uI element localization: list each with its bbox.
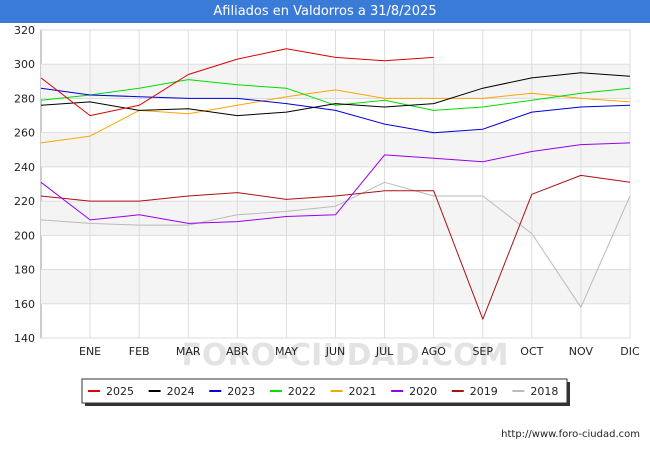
y-tick-label: 300	[14, 58, 35, 71]
series-lines	[40, 48, 631, 320]
x-tick-label: JUN	[325, 345, 346, 358]
x-tick-label: SEP	[472, 345, 493, 358]
chart-title: Afiliados en Valdorros a 31/8/2025	[0, 0, 650, 23]
x-tick-label: DIC	[620, 345, 640, 358]
legend-label-2023: 2023	[227, 385, 255, 398]
source-url: http://www.foro-ciudad.com	[501, 429, 640, 440]
legend-label-2018: 2018	[530, 385, 558, 398]
x-tick-label: ABR	[226, 345, 249, 358]
y-tick-label: 200	[14, 229, 35, 242]
watermark: FORO-CIUDAD.COM	[182, 338, 509, 373]
y-tick-label: 180	[14, 264, 35, 277]
x-tick-label: MAR	[176, 345, 201, 358]
grid-lines	[41, 29, 631, 339]
x-tick-label: AGO	[421, 345, 446, 358]
legend-label-2022: 2022	[288, 385, 316, 398]
series-line-2019	[40, 174, 631, 320]
x-tick-label: MAY	[275, 345, 298, 358]
y-tick-label: 160	[14, 298, 35, 311]
x-axis: ENE FEB MAR ABR MAY JUN JUL AGO SEP OCT NOV DIC	[79, 345, 640, 358]
y-tick-label: 320	[14, 24, 35, 37]
legend: 2025 2024 2023 2022 2021 2020 2019 2018	[81, 378, 570, 406]
y-tick-label: 260	[14, 127, 35, 140]
legend-label-2025: 2025	[106, 385, 134, 398]
legend-box	[81, 378, 568, 404]
x-tick-label: FEB	[129, 345, 150, 358]
x-tick-label: JUL	[375, 345, 394, 358]
series-line-2018	[40, 181, 631, 308]
legend-label-2019: 2019	[470, 385, 498, 398]
y-tick-label: 140	[14, 332, 35, 345]
y-tick-label: 240	[14, 161, 35, 174]
y-tick-label: 280	[14, 92, 35, 105]
y-axis: 140 160 180 200 220 240 260 280 300 320	[14, 24, 35, 345]
legend-label-2024: 2024	[167, 385, 195, 398]
x-tick-label: ENE	[79, 345, 101, 358]
legend-label-2020: 2020	[409, 385, 437, 398]
series-line-2022	[40, 79, 631, 111]
legend-label-2021: 2021	[349, 385, 377, 398]
series-line-2020	[40, 142, 631, 224]
series-line-2025	[40, 48, 434, 117]
series-line-2023	[40, 87, 631, 134]
x-tick-label: OCT	[520, 345, 543, 358]
series-line-2024	[40, 72, 631, 117]
x-tick-label: NOV	[569, 345, 594, 358]
y-tick-label: 220	[14, 195, 35, 208]
